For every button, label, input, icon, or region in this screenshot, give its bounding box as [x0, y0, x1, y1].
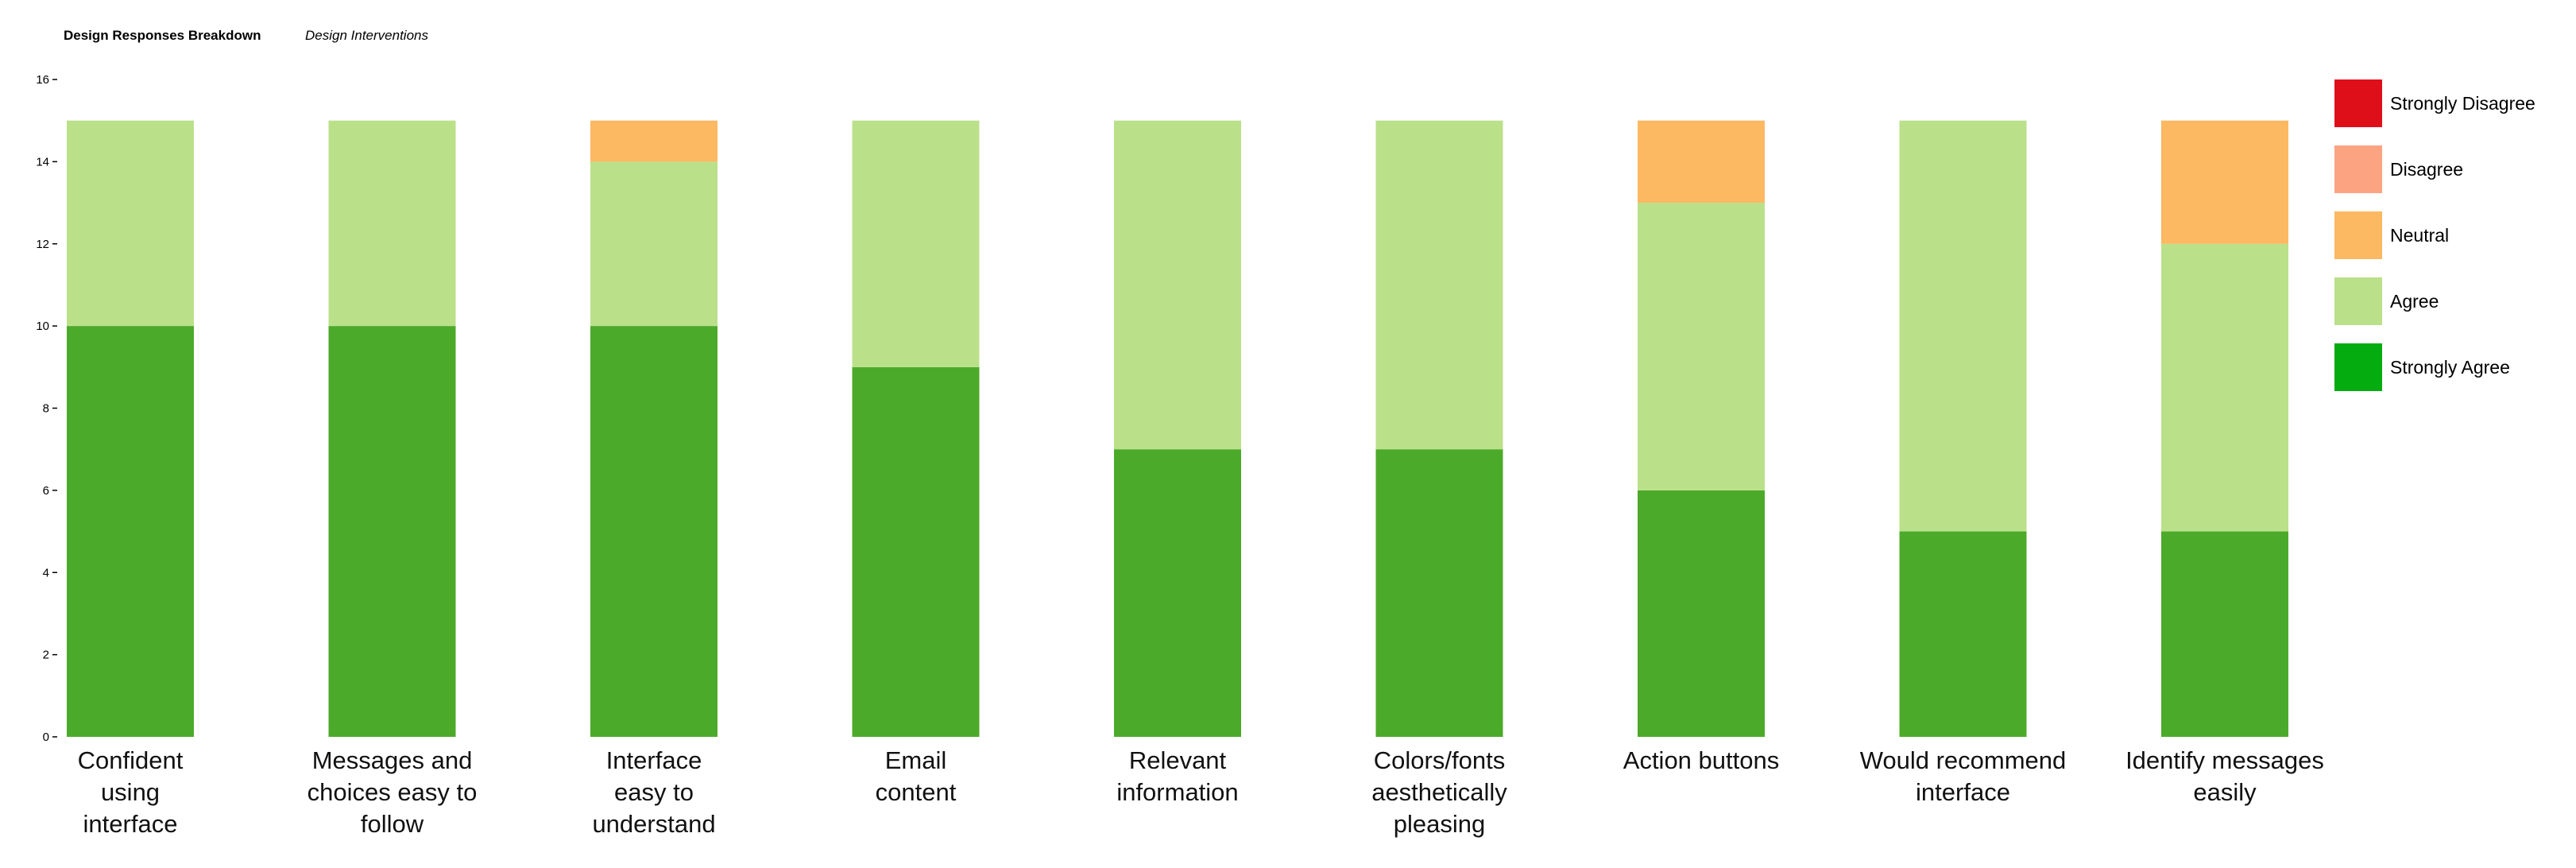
y-tick-label: 2	[43, 649, 49, 662]
x-category-label-line: Relevant	[1129, 746, 1227, 774]
bar-segment-agree	[328, 120, 456, 327]
legend-label: Neutral	[2390, 225, 2449, 246]
x-category-label-line: Interface	[606, 746, 702, 774]
y-tick-label: 6	[43, 484, 49, 498]
bar-segment-neutral	[2161, 120, 2288, 244]
y-tick-label: 4	[43, 566, 49, 579]
x-category-label: Interface easy to understand	[592, 746, 715, 838]
bar-segment-agree	[1638, 203, 1765, 490]
x-category-label-line: Action buttons	[1623, 746, 1779, 774]
bar-segment-strongly-agree	[328, 326, 456, 737]
x-category-label: Colors/fonts aesthetically pleasing	[1371, 746, 1507, 838]
x-category-label: Relevant information	[1116, 746, 1238, 806]
x-category-label-line: using	[101, 778, 160, 806]
x-category-label-line: interface	[1916, 778, 2010, 806]
bar-segment-agree	[852, 120, 980, 367]
chart-subtitle: Design Interventions	[305, 28, 428, 43]
y-tick-label: 0	[43, 730, 49, 744]
x-category-label-line: understand	[592, 810, 715, 838]
bar-segment-strongly-agree	[1638, 490, 1765, 737]
x-category-label-line: Confident	[78, 746, 184, 774]
bar-segment-strongly-agree	[2161, 531, 2288, 737]
x-category-label: Would recommend interface	[1860, 746, 2067, 806]
legend-swatch	[2334, 343, 2382, 391]
bar-segment-strongly-agree	[1114, 449, 1241, 737]
x-category-label: Identify messages easily	[2125, 746, 2324, 806]
x-category-label-line: Messages and	[312, 746, 473, 774]
legend-swatch	[2334, 79, 2382, 127]
legend-swatch	[2334, 211, 2382, 259]
bar-segment-agree	[1114, 120, 1241, 450]
bar-segment-strongly-agree	[590, 326, 717, 737]
x-category-label-line: Would recommend	[1860, 746, 2067, 774]
x-category-label-line: content	[876, 778, 957, 806]
x-category-label-line: pleasing	[1394, 810, 1485, 838]
y-tick-label: 10	[36, 320, 49, 333]
bar-segment-agree	[67, 120, 194, 327]
legend-label: Strongly Agree	[2390, 357, 2510, 378]
bar-segment-strongly-agree	[852, 366, 980, 737]
legend-label: Agree	[2390, 291, 2439, 312]
x-category-label: Action buttons	[1623, 746, 1779, 774]
bar-segment-agree	[1899, 120, 2027, 532]
y-tick-label: 14	[36, 155, 49, 169]
x-category-label-line: easily	[2193, 778, 2257, 806]
x-category-label-line: follow	[361, 810, 424, 838]
legend: Strongly Disagree Disagree Neutral Agree Str…	[2334, 79, 2535, 391]
bar-segment-agree	[2161, 243, 2288, 532]
bars-group	[67, 120, 2288, 737]
legend-swatch	[2334, 145, 2382, 193]
x-category-label-line: aesthetically	[1371, 778, 1507, 806]
bar-segment-strongly-agree	[67, 326, 194, 737]
x-category-label-line: Email	[885, 746, 947, 774]
y-tick-label: 16	[36, 73, 49, 87]
bar-segment-strongly-agree	[1899, 531, 2027, 737]
x-category-label-line: information	[1116, 778, 1238, 806]
legend-swatch	[2334, 277, 2382, 325]
x-category-label-line: Colors/fonts	[1374, 746, 1505, 774]
x-category-label-line: Identify messages	[2125, 746, 2324, 774]
legend-label: Strongly Disagree	[2390, 93, 2535, 114]
bar-segment-agree	[1375, 120, 1503, 450]
bar-segment-neutral	[590, 120, 717, 162]
y-tick-label: 8	[43, 402, 49, 416]
x-category-label-line: easy to	[614, 778, 694, 806]
x-axis-labels: Confident using interface Messages and choic…	[78, 746, 2324, 838]
legend-label: Disagree	[2390, 159, 2463, 180]
y-tick-label: 12	[36, 238, 49, 251]
x-category-label-line: choices easy to	[307, 778, 478, 806]
y-axis: 0 2 4 6 8 10 12 14 16	[36, 73, 57, 744]
chart-title: Design Responses Breakdown	[64, 28, 261, 43]
x-category-label: Email content	[876, 746, 957, 806]
x-category-label-line: interface	[83, 810, 178, 838]
bar-segment-strongly-agree	[1375, 449, 1503, 737]
bar-segment-agree	[590, 161, 717, 327]
x-category-label: Confident using interface	[78, 746, 184, 838]
x-category-label: Messages and choices easy to follow	[307, 746, 478, 838]
bar-segment-neutral	[1638, 120, 1765, 203]
